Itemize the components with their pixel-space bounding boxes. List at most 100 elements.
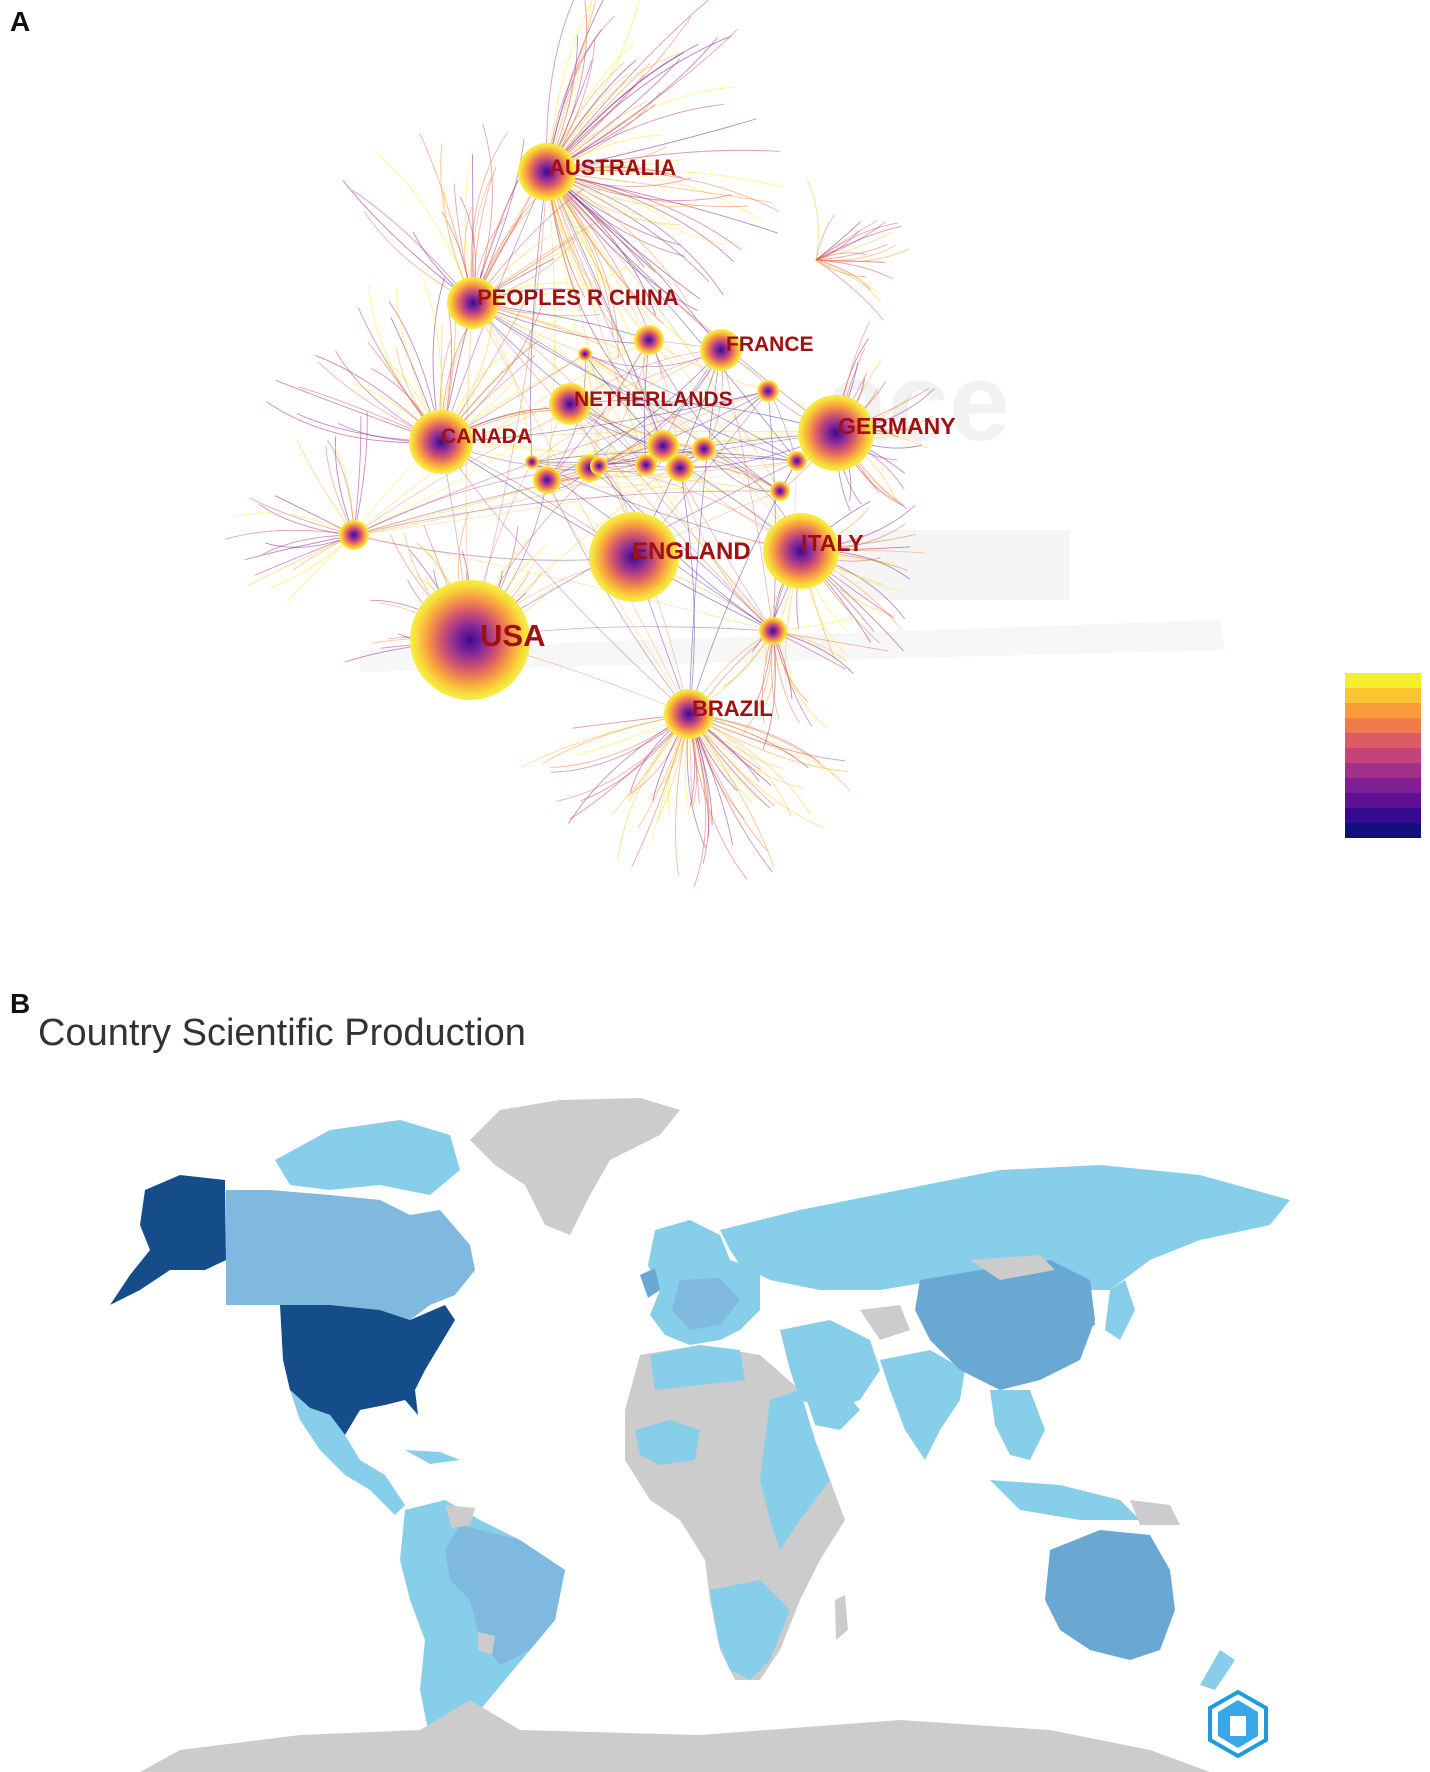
collaboration-edge (353, 467, 591, 536)
collaboration-edge (353, 349, 722, 536)
collaboration-edge (546, 171, 802, 552)
minor-country-node (533, 466, 561, 494)
india (880, 1350, 965, 1460)
collaboration-edge (589, 467, 781, 492)
legend-swatch (1345, 673, 1421, 688)
collaboration-spoke (815, 259, 884, 321)
japan (1105, 1280, 1135, 1340)
collaboration-edge (648, 339, 769, 392)
collaboration-spoke (815, 222, 899, 261)
collaboration-spoke (546, 170, 764, 223)
collaboration-edge (589, 467, 774, 632)
russia (720, 1165, 1290, 1290)
korea (1080, 1300, 1095, 1330)
collaboration-edge (531, 349, 722, 463)
africa-north (650, 1345, 745, 1390)
collaboration-edge (472, 302, 664, 447)
map-countries (110, 1098, 1290, 1772)
label-usa: USA (480, 618, 545, 653)
minor-country-node (757, 380, 779, 402)
collaboration-edge (530, 171, 548, 463)
label-england: ENGLAND (632, 538, 751, 565)
collaboration-edge (469, 171, 548, 641)
minor-country-node (590, 457, 608, 475)
label-netherlands: NETHERLANDS (574, 388, 733, 411)
collaboration-edge (353, 403, 571, 536)
legend-swatch (1345, 808, 1421, 823)
legend-swatch (1345, 763, 1421, 778)
legend-swatch (1345, 703, 1421, 718)
canada (226, 1190, 475, 1320)
collaboration-spoke (353, 411, 368, 536)
africa-west (635, 1420, 700, 1465)
panel-b-letter: B (10, 988, 31, 1019)
collaboration-edge (353, 464, 647, 536)
mongolia (970, 1255, 1055, 1280)
collaboration-spoke (546, 0, 640, 173)
collaboration-edge (589, 349, 722, 469)
label-china: PEOPLES R CHINA (477, 285, 679, 310)
indonesia (990, 1480, 1140, 1520)
antarctica (140, 1700, 1210, 1772)
sa-grey-2 (478, 1632, 495, 1655)
caribbean (405, 1450, 460, 1464)
node-germany (798, 395, 874, 471)
collaboration-spoke (546, 35, 732, 173)
collaboration-edge (531, 461, 781, 492)
collaboration-edge (546, 171, 647, 466)
collaboration-edge (546, 171, 798, 462)
collaboration-spoke (546, 0, 597, 173)
collaboration-spoke (546, 149, 780, 173)
central-asia-grey (860, 1305, 910, 1340)
collaboration-spoke (546, 171, 749, 208)
collaboration-edge (584, 353, 647, 466)
minor-country-node (339, 520, 369, 550)
sa-grey-1 (445, 1505, 475, 1528)
collaboration-spoke (772, 630, 889, 652)
time-color-legend (1345, 673, 1421, 838)
collaboration-spoke (815, 259, 882, 303)
collaboration-spoke (546, 16, 692, 173)
se-asia (990, 1390, 1045, 1460)
collaboration-edge (353, 445, 664, 536)
collaboration-spoke (546, 0, 710, 173)
australia (1045, 1530, 1175, 1660)
node-canada (409, 410, 473, 474)
mexico (290, 1390, 405, 1515)
alaska (110, 1175, 226, 1305)
collaboration-spoke (815, 244, 896, 261)
africa-south (710, 1580, 790, 1680)
map-panel: B Country Scientific Production (0, 960, 1430, 1772)
africa-east (760, 1390, 830, 1550)
collaboration-edge (353, 390, 769, 536)
label-germany: GERMANY (838, 413, 956, 439)
collaboration-edge (589, 390, 769, 469)
collaboration-edge (584, 353, 664, 447)
collaboration-edge (569, 403, 774, 632)
collaboration-spoke (546, 171, 742, 251)
collaboration-spoke (815, 231, 892, 261)
minor-country-node (647, 430, 679, 462)
collaboration-edge (472, 302, 781, 492)
collaboration-edge (720, 349, 774, 632)
minor-country-nodes (339, 325, 807, 645)
legend-swatch (1345, 748, 1421, 763)
collaboration-spoke (815, 244, 888, 261)
collaboration-edge (440, 430, 837, 443)
collaboration-spoke (762, 630, 776, 750)
collaboration-edge (546, 479, 690, 715)
collaboration-spoke (546, 171, 655, 385)
collaboration-spoke (688, 713, 773, 873)
node-china (447, 277, 499, 329)
collaboration-edge (546, 171, 556, 481)
europe-core (672, 1278, 740, 1330)
collaboration-edge (767, 390, 776, 632)
collaboration-spoke (815, 259, 872, 291)
usa (280, 1305, 455, 1435)
collaboration-edge (584, 353, 798, 462)
collaboration-spoke (806, 180, 819, 261)
collaboration-edge (584, 353, 600, 467)
node-brazil (664, 689, 714, 739)
collaboration-network: ace AUSTRALIA PEOPLES R CHINA FRANCE NET… (225, 0, 1421, 888)
collaboration-edge (440, 390, 769, 443)
